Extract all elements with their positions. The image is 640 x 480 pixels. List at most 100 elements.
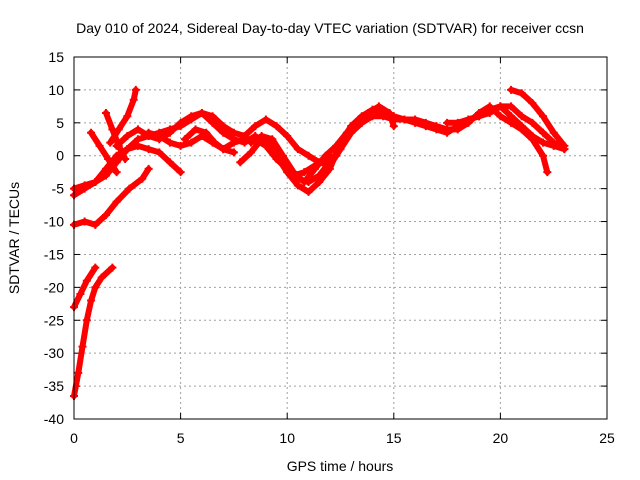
data-point (421, 122, 430, 131)
data-point (80, 181, 89, 190)
data-point (543, 168, 552, 177)
data-point (293, 145, 302, 154)
y-tick-label: 15 (48, 49, 64, 65)
data-point (91, 220, 100, 229)
data-point (133, 125, 142, 134)
data-point (251, 122, 260, 131)
data-point (129, 95, 138, 104)
data-point (229, 128, 238, 137)
series-arc-2 (71, 264, 99, 311)
y-tick-label: -15 (44, 246, 64, 262)
data-point (389, 122, 398, 131)
y-tick-label: 10 (48, 82, 64, 98)
data-point (240, 135, 249, 144)
data-point (475, 112, 484, 121)
data-point (180, 135, 189, 144)
data-point (549, 128, 558, 137)
data-point (176, 168, 185, 177)
data-point (507, 85, 516, 94)
data-point (507, 102, 516, 111)
data-point (202, 128, 211, 137)
series-arc-1 (71, 264, 116, 399)
data-point (80, 217, 89, 226)
data-layer (70, 85, 569, 400)
data-point (155, 131, 164, 140)
data-point (411, 118, 420, 127)
plot-frame (73, 56, 608, 420)
data-point (517, 112, 526, 121)
x-tick-label: 5 (177, 430, 185, 446)
data-point (332, 151, 341, 160)
data-point (191, 125, 200, 134)
data-point (246, 148, 255, 157)
data-point (176, 118, 185, 127)
data-point (517, 122, 526, 131)
data-point (144, 145, 153, 154)
series-arc-6 (88, 129, 120, 176)
data-point (97, 273, 106, 282)
x-tick-label: 0 (70, 430, 78, 446)
data-point (374, 102, 383, 111)
data-point (310, 164, 319, 173)
data-point (321, 151, 330, 160)
data-point (112, 141, 121, 150)
data-point (342, 128, 351, 137)
y-axis-label: SDTVAR / TECUs (6, 182, 22, 294)
data-point (539, 151, 548, 160)
y-tick-label: 0 (56, 148, 64, 164)
data-point (336, 145, 345, 154)
data-point (236, 158, 245, 167)
data-point (507, 112, 516, 121)
data-point (353, 118, 362, 127)
data-point (379, 112, 388, 121)
data-point (123, 131, 132, 140)
data-point (108, 263, 117, 272)
x-tick-label: 25 (599, 430, 615, 446)
y-tick-label: -10 (44, 214, 64, 230)
data-point (229, 148, 238, 157)
y-tick-label: -5 (52, 181, 65, 197)
data-point (112, 197, 121, 206)
data-point (261, 115, 270, 124)
data-point (123, 112, 132, 121)
data-point (289, 168, 298, 177)
data-point (246, 138, 255, 147)
data-point (155, 148, 164, 157)
data-point (257, 131, 266, 140)
data-point (229, 138, 238, 147)
data-point (272, 122, 281, 131)
data-point (95, 141, 104, 150)
data-point (101, 210, 110, 219)
data-point (138, 174, 147, 183)
data-point (539, 138, 548, 147)
data-point (528, 118, 537, 127)
y-tick-label: 5 (56, 115, 64, 131)
data-point (560, 141, 569, 150)
data-point (112, 151, 121, 160)
data-point (87, 128, 96, 137)
data-point (176, 141, 185, 150)
data-point (133, 141, 142, 150)
data-point (539, 112, 548, 121)
data-point (87, 296, 96, 305)
data-point (121, 155, 130, 164)
data-point (112, 168, 121, 177)
data-point (364, 108, 373, 117)
data-point (82, 316, 91, 325)
data-point (101, 164, 110, 173)
data-point (125, 184, 134, 193)
data-point (549, 138, 558, 147)
data-point (400, 115, 409, 124)
data-point (91, 178, 100, 187)
data-point (539, 128, 548, 137)
data-point (304, 187, 313, 196)
chart-title: Day 010 of 2024, Sidereal Day-to-day VTE… (76, 20, 584, 36)
y-tick-label: -20 (44, 279, 64, 295)
data-point (91, 263, 100, 272)
data-point (528, 131, 537, 140)
data-point (432, 125, 441, 134)
data-point (106, 138, 115, 147)
x-axis-label: GPS time / hours (287, 458, 394, 474)
